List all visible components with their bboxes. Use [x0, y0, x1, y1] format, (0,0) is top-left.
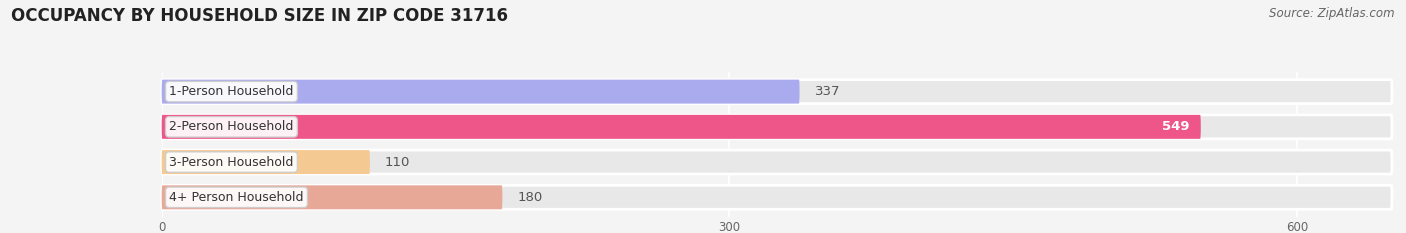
Text: OCCUPANCY BY HOUSEHOLD SIZE IN ZIP CODE 31716: OCCUPANCY BY HOUSEHOLD SIZE IN ZIP CODE …: [11, 7, 508, 25]
Text: 4+ Person Household: 4+ Person Household: [169, 191, 304, 204]
Text: 110: 110: [385, 156, 411, 169]
Text: 549: 549: [1161, 120, 1189, 133]
FancyBboxPatch shape: [162, 150, 370, 174]
FancyBboxPatch shape: [162, 185, 1392, 209]
FancyBboxPatch shape: [162, 185, 502, 209]
Text: 3-Person Household: 3-Person Household: [169, 156, 294, 169]
Text: 2-Person Household: 2-Person Household: [169, 120, 294, 133]
FancyBboxPatch shape: [162, 115, 1392, 139]
Text: Source: ZipAtlas.com: Source: ZipAtlas.com: [1270, 7, 1395, 20]
FancyBboxPatch shape: [162, 80, 1392, 104]
Text: 180: 180: [517, 191, 543, 204]
FancyBboxPatch shape: [162, 80, 800, 104]
Text: 1-Person Household: 1-Person Household: [169, 85, 294, 98]
FancyBboxPatch shape: [162, 150, 1392, 174]
FancyBboxPatch shape: [162, 115, 1201, 139]
Text: 337: 337: [814, 85, 841, 98]
